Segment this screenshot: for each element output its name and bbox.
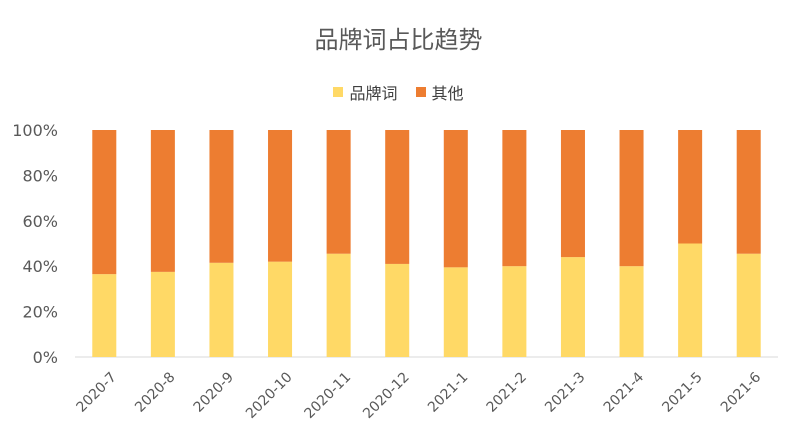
bar-other [150, 130, 175, 272]
bar-other [502, 130, 527, 267]
x-tick-label: 2021-6 [718, 369, 764, 415]
bar-other [443, 130, 468, 268]
y-tick-label: 80% [22, 166, 58, 185]
bar-brand [326, 253, 351, 357]
bar-brand [502, 266, 527, 357]
y-tick-label: 60% [22, 212, 58, 231]
x-tick-label: 2021-2 [484, 369, 530, 415]
x-tick-label: 2020-8 [132, 369, 178, 415]
x-tick-label: 2020-12 [360, 369, 413, 422]
bar-other [326, 130, 351, 254]
legend-item-other: 其他 [415, 80, 464, 104]
legend: 品牌词 其他 [0, 80, 797, 104]
legend-item-brand: 品牌词 [333, 80, 398, 104]
bar-other [619, 130, 644, 267]
x-tick-label: 2021-1 [425, 369, 471, 415]
y-tick-label: 20% [22, 303, 58, 322]
y-tick-label: 40% [22, 257, 58, 276]
legend-swatch-brand [333, 87, 344, 97]
legend-label-other: 其他 [431, 84, 464, 103]
legend-label-brand: 品牌词 [349, 84, 398, 103]
bar-brand [268, 261, 293, 357]
x-tick-label: 2020-11 [302, 369, 355, 422]
x-tick-label: 2020-7 [74, 369, 120, 415]
bar-brand [619, 266, 644, 357]
bar-other [92, 130, 117, 275]
y-tick-label: 0% [33, 348, 58, 367]
bar-brand [443, 267, 468, 357]
bar-brand [736, 253, 761, 357]
x-tick-label: 2021-5 [659, 369, 705, 415]
x-tick-label: 2020-10 [243, 369, 296, 422]
y-tick-label: 100% [12, 121, 58, 140]
legend-swatch-other [415, 87, 426, 97]
bar-brand [560, 257, 585, 357]
x-tick-label: 2020-9 [191, 369, 237, 415]
x-tick-label: 2021-3 [542, 369, 588, 415]
bar-brand [92, 274, 117, 357]
x-tick-label: 2021-4 [601, 369, 647, 415]
bar-brand [209, 262, 234, 357]
bar-other [560, 130, 585, 258]
bar-other [736, 130, 761, 254]
bar-brand [385, 263, 410, 357]
chart-title: 品牌词占比趋势 [314, 26, 483, 54]
bar-other [678, 130, 703, 244]
bar-brand [150, 271, 175, 357]
bar-other [209, 130, 234, 263]
bar-brand [678, 243, 703, 357]
bar-other [268, 130, 293, 262]
bar-other [385, 130, 410, 264]
